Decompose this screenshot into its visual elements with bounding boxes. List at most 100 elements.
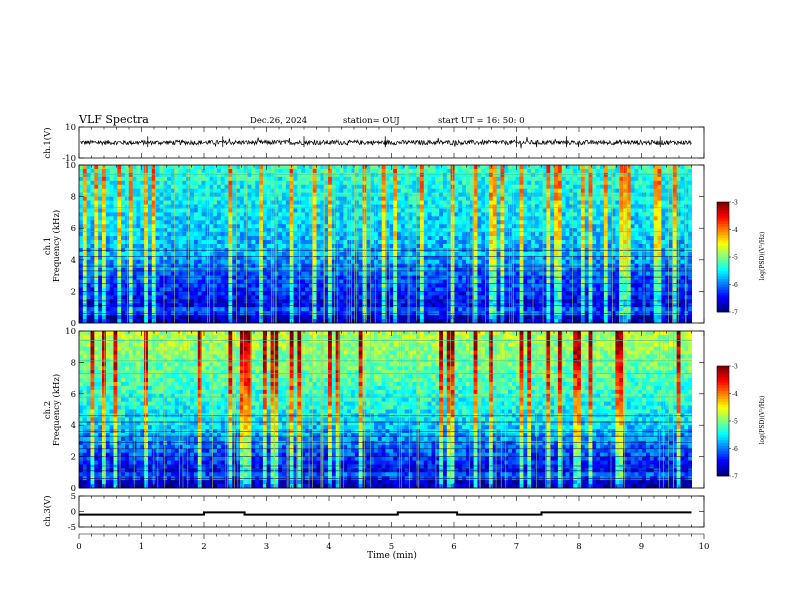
- ch1-spectrogram-cell: [400, 188, 405, 193]
- ch1-spectrogram-cell: [236, 172, 241, 178]
- ch1-spectrogram-cell: [454, 216, 459, 221]
- ch1-spectrogram-cell: [151, 275, 156, 280]
- ch1-spectrogram-cell: [312, 176, 317, 182]
- ch1-spectrogram-cell: [473, 165, 478, 170]
- ch1-spectrogram-cell: [128, 283, 133, 288]
- ch1-spectrogram-cell: [500, 196, 505, 201]
- ch1-spectrogram-cell: [140, 184, 145, 189]
- ch1-spectrogram-cell: [374, 200, 379, 205]
- ch1-spectrogram-cell: [259, 259, 264, 265]
- ch1-spectrogram-cell: [485, 275, 490, 280]
- ch1-spectrogram-cell: [213, 208, 218, 213]
- ch1-spectrogram-cell: [488, 275, 494, 280]
- ch1-spectrogram-cell: [431, 208, 436, 213]
- ch1-spectrogram-cell: [669, 165, 674, 170]
- ch1-spectrogram-cell: [197, 275, 202, 280]
- ch1-spectrogram-cell: [573, 224, 578, 229]
- ch1-spectrogram-cell: [159, 176, 164, 182]
- ch1-spectrogram-cell: [423, 196, 428, 201]
- ch1-spectrogram-cell: [82, 168, 87, 174]
- ch1-spectrogram-cell: [688, 240, 693, 245]
- ch1-spectrogram-cell: [94, 184, 99, 189]
- ch1-spectrogram-cell: [442, 184, 448, 189]
- ch1-spectrogram-cell: [90, 271, 95, 276]
- ch1-spectrogram-cell: [170, 279, 176, 284]
- ch1-spectrogram-cell: [653, 275, 658, 280]
- ch1-spectrogram-cell: [251, 204, 256, 209]
- ch1-spectrogram-cell: [101, 180, 107, 186]
- ch1-spectrogram-cell: [320, 244, 325, 249]
- ch1-spectrogram-cell: [147, 224, 153, 229]
- ch1-spectrogram-cell: [481, 232, 486, 237]
- ch1-spectrogram-cell: [155, 168, 160, 174]
- ch1-spectrogram-cell: [600, 236, 605, 241]
- ch1-spectrogram-cell: [649, 180, 654, 186]
- ch1-spectrogram-cell: [557, 224, 563, 229]
- ch1-spectrogram-cell: [550, 224, 555, 229]
- ch1-spectrogram-cell: [174, 283, 179, 288]
- ch1-spectrogram-cell: [79, 200, 84, 205]
- ch1-spectrogram-cell: [182, 232, 187, 237]
- ch1-spectrogram-cell: [220, 232, 225, 237]
- ch1-spectrogram-cell: [224, 275, 229, 280]
- ch1-spectrogram-cell: [646, 224, 651, 229]
- ch1-spectrogram-cell: [623, 236, 628, 241]
- ch1-spectrogram-cell: [255, 184, 260, 189]
- ch1-spectrogram-cell: [423, 204, 428, 209]
- ch1-spectrogram-cell: [266, 200, 271, 205]
- ch1-spectrogram-cell: [228, 255, 233, 261]
- ch1-spectrogram-cell: [603, 208, 609, 213]
- ch1-spectrogram-cell: [588, 228, 593, 233]
- ch1-spectrogram-cell: [270, 168, 275, 174]
- ch1-spectrogram-cell: [393, 168, 398, 174]
- ch1-spectrogram-cell: [550, 251, 555, 257]
- ch1-spectrogram-cell: [649, 279, 654, 284]
- ch1-spectrogram-cell: [243, 165, 248, 170]
- ch1-spectrogram-cell: [523, 172, 528, 178]
- ch1-spectrogram-cell: [190, 267, 195, 272]
- ch1-spectrogram-cell: [611, 200, 616, 205]
- ch1-spectrogram-cell: [653, 165, 658, 170]
- ch1-spectrogram-cell: [680, 228, 685, 233]
- ch1-spectrogram-cell: [515, 224, 520, 229]
- ch1-spectrogram-cell: [370, 200, 375, 205]
- ch1-spectrogram-cell: [661, 165, 666, 170]
- ch1-spectrogram-cell: [151, 176, 156, 182]
- ch1-spectrogram-cell: [174, 271, 179, 276]
- ch1-spectrogram-cell: [607, 224, 612, 229]
- ch1-spectrogram-cell: [573, 176, 578, 182]
- ch1-spectrogram-cell: [546, 224, 551, 229]
- ch1-spectrogram-cell: [236, 244, 241, 249]
- ch1-spectrogram-cell: [427, 172, 432, 178]
- ch1-spectrogram-cell: [301, 228, 306, 233]
- ch1-spectrogram-cell: [101, 196, 107, 201]
- ch1-spectrogram-cell: [121, 204, 126, 209]
- ch1-spectrogram-cell: [469, 279, 474, 284]
- ch1-spectrogram-cell: [446, 271, 451, 276]
- ch1-spectrogram-cell: [634, 224, 639, 229]
- ch1-spectrogram-cell: [293, 251, 298, 257]
- ch1-spectrogram-cell: [266, 228, 271, 233]
- ch1-spectrogram-cell: [657, 267, 662, 272]
- ch1-spectrogram-cell: [454, 240, 459, 245]
- ch1-spectrogram-cell: [247, 236, 252, 241]
- ch1-spectrogram-cell: [657, 165, 662, 170]
- ch1-spectrogram-cell: [228, 251, 233, 257]
- ch1-spectrogram-cell: [201, 208, 206, 213]
- ch1-spectrogram-cell: [301, 180, 306, 186]
- ch1-spectrogram-cell: [427, 200, 432, 205]
- ch1-spectrogram-cell: [538, 168, 543, 174]
- ch1-spectrogram-cell: [90, 251, 95, 257]
- ch1-spectrogram-cell: [285, 168, 291, 174]
- ch1-spectrogram-cell: [416, 228, 421, 233]
- ch1-spectrogram-cell: [653, 188, 658, 193]
- ch1-spectrogram-cell: [504, 271, 509, 276]
- ch1-spectrogram-cell: [209, 184, 214, 189]
- ch1-spectrogram-cell: [657, 251, 662, 257]
- ch1-spectrogram-cell: [454, 172, 459, 178]
- ch1-spectrogram-cell: [546, 172, 551, 178]
- ch1-spectrogram-cell: [688, 168, 693, 174]
- ch1-spectrogram-cell: [243, 255, 248, 261]
- ch1-spectrogram-cell: [301, 259, 306, 265]
- ch1-spectrogram-cell: [121, 259, 126, 265]
